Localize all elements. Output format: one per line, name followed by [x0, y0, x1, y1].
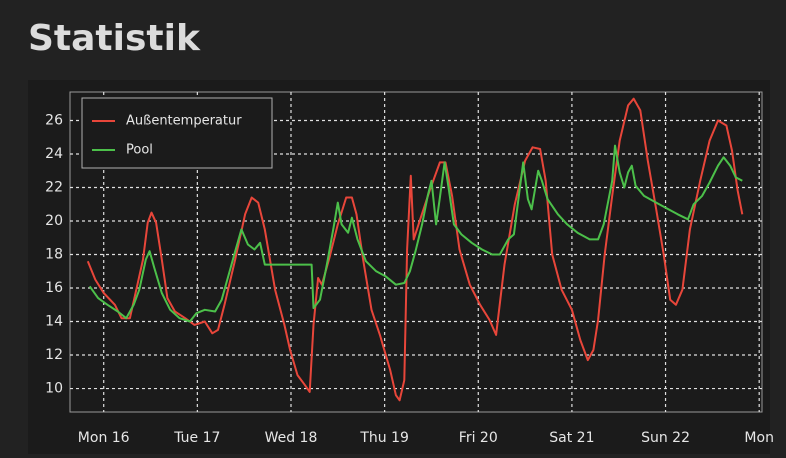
y-tick-label: 24: [45, 146, 63, 162]
y-tick-label: 20: [45, 213, 63, 229]
legend-label: Außentemperatur: [126, 114, 242, 129]
legend-box: [81, 97, 273, 169]
y-tick-label: 16: [45, 280, 63, 296]
x-tick-label: Fri 20: [459, 430, 498, 446]
x-tick-label: Mon: [744, 430, 774, 446]
y-tick-label: 22: [45, 179, 63, 195]
y-tick-label: 12: [45, 347, 63, 363]
y-tick-label: 14: [45, 314, 63, 330]
x-tick-label: Mon 16: [78, 430, 130, 446]
legend-label: Pool: [126, 143, 153, 158]
series-line: [86, 97, 744, 402]
x-tick-label: Wed 18: [265, 430, 318, 446]
x-tick-label: Thu 19: [359, 430, 409, 446]
chart-title: Statistik: [28, 18, 201, 59]
x-tick-label: Sat 21: [549, 430, 594, 446]
x-tick-label: Tue 17: [173, 430, 220, 446]
y-tick-label: 26: [45, 112, 63, 128]
y-tick-label: 10: [45, 381, 63, 397]
x-tick-label: Sun 22: [641, 430, 690, 446]
series-line: [88, 144, 743, 323]
y-tick-label: 18: [45, 247, 63, 263]
